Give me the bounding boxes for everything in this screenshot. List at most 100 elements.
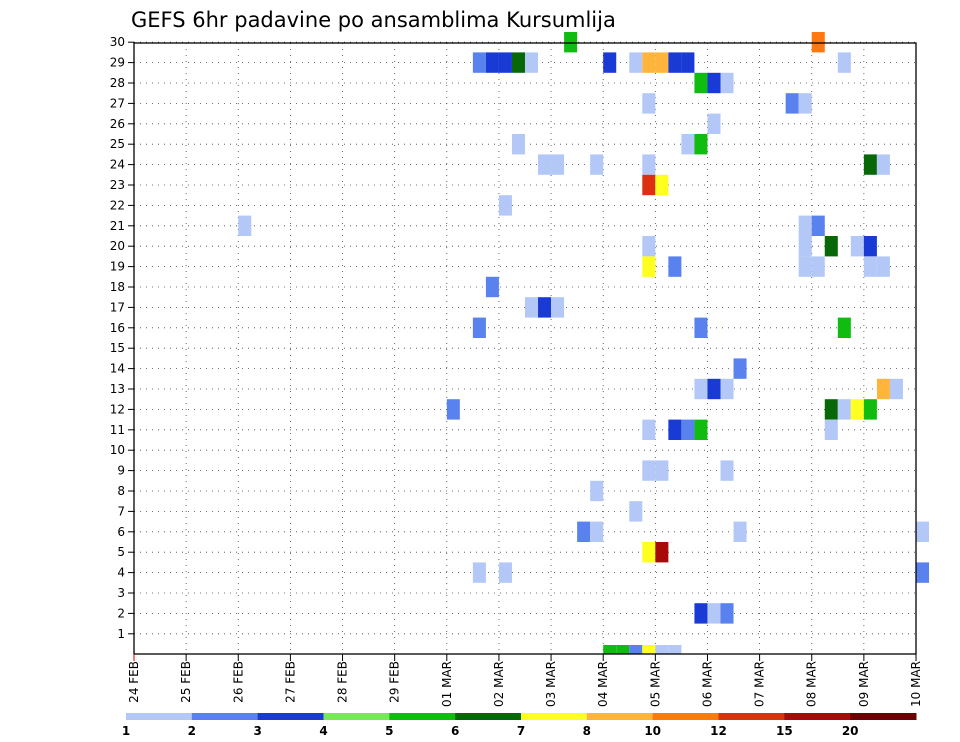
x-tick-label: 29 FEB [388, 661, 402, 703]
heatmap-cell [498, 562, 512, 583]
strip-cell [616, 645, 630, 654]
heatmap-cell [238, 215, 252, 236]
heatmap-cell [876, 154, 890, 175]
heatmap-cell [694, 378, 708, 400]
heatmap-cell [863, 399, 877, 420]
heatmap-cell [642, 419, 656, 440]
heatmap-cell [551, 297, 565, 318]
colorbar-label: 8 [583, 724, 591, 738]
heatmap-cell [642, 460, 656, 481]
heatmap-cell [824, 419, 838, 440]
heatmap-cell [642, 256, 656, 277]
colorbar-label: 7 [517, 724, 525, 738]
heatmap-cell [655, 460, 669, 481]
heatmap-cell [876, 378, 890, 400]
colorbar: 1 2 3 4 5 6 7 8 10 12 15 20 [122, 713, 917, 738]
heatmap-cell [681, 134, 695, 155]
heatmap-cell [837, 399, 851, 420]
heatmap-cell [498, 195, 512, 216]
heatmap-cell [863, 256, 877, 277]
y-tick-label: 25 [110, 137, 125, 151]
y-tick-label: 27 [110, 96, 125, 110]
strip-cell [655, 645, 669, 654]
heatmap-cell [629, 52, 643, 73]
x-tick-label: 07 MAR [753, 661, 767, 707]
heatmap-cell [916, 521, 930, 542]
y-tick-label: 28 [110, 76, 125, 90]
heatmap-cell [538, 297, 552, 318]
heatmap-cell [511, 52, 525, 73]
y-tick-label: 12 [110, 402, 125, 416]
y-tick-label: 18 [110, 280, 125, 294]
heatmap-cell [733, 358, 747, 379]
heatmap-cell [446, 399, 460, 420]
y-tick-label: 9 [117, 464, 125, 478]
heatmap-cell [577, 521, 591, 542]
colorbar-segment [126, 713, 193, 720]
heatmap-cell [863, 154, 877, 175]
strip-cell [668, 645, 682, 654]
heatmap-cell [707, 113, 721, 134]
colorbar-segment [455, 713, 522, 720]
heatmap-cell [472, 562, 486, 583]
colorbar-label: 15 [776, 724, 793, 738]
x-tick-label: 09 MAR [857, 661, 871, 707]
y-tick-label: 14 [110, 362, 125, 376]
chart-title: GEFS 6hr padavine po ansamblima Kursumli… [131, 8, 616, 32]
x-tick-label: 04 MAR [596, 661, 610, 707]
heatmap-cell [642, 236, 656, 257]
heatmap-cell [707, 378, 721, 400]
heatmap-cell [538, 154, 552, 175]
x-tick-label: 28 FEB [336, 661, 350, 703]
heatmap-cell [733, 521, 747, 542]
heatmap-cell [590, 521, 604, 542]
heatmap-cell [811, 32, 825, 53]
y-tick-label: 8 [117, 484, 125, 498]
heatmap-cell [681, 419, 695, 440]
y-tick-label: 3 [117, 586, 125, 600]
heatmap-cell [811, 256, 825, 277]
x-tick-label: 08 MAR [805, 661, 819, 707]
heatmap-cell [850, 236, 864, 257]
colorbar-label: 20 [842, 724, 859, 738]
y-axis: 1234567891011121314151617181920212223242… [110, 35, 134, 641]
heatmap-cell [837, 317, 851, 338]
heatmap-cell [564, 32, 578, 53]
x-tick-label: 06 MAR [700, 661, 714, 707]
heatmap-cells [238, 32, 930, 624]
heatmap-cell [642, 154, 656, 175]
x-tick-label: 26 FEB [231, 661, 245, 703]
heatmap-cell [485, 276, 499, 298]
strip-cell [642, 645, 656, 654]
heatmap-cell [850, 399, 864, 420]
gridlines [133, 41, 917, 654]
x-tick-label: 10 MAR [909, 661, 923, 707]
y-tick-label: 17 [110, 300, 125, 314]
heatmap-cell [798, 256, 812, 277]
heatmap-cell [720, 378, 734, 400]
x-tick-label: 27 FEB [283, 661, 297, 703]
x-tick-label: 24 FEB [127, 661, 141, 703]
heatmap-cell [694, 72, 708, 94]
colorbar-segment [718, 713, 785, 720]
x-tick-label: 03 MAR [544, 661, 558, 707]
strip-cell [629, 645, 643, 654]
heatmap-cell [720, 460, 734, 481]
heatmap-cell [551, 154, 565, 175]
heatmap-cell [916, 562, 930, 583]
x-axis: 24 FEB 25 FEB 26 FEB 27 FEB 28 FEB 29 FEB 01 M… [127, 654, 923, 707]
heatmap-cell [472, 52, 486, 73]
heatmap-cell [642, 52, 656, 73]
heatmap-cell [707, 72, 721, 94]
y-tick-label: 10 [110, 443, 125, 457]
heatmap-cell [642, 93, 656, 114]
heatmap-cell [668, 52, 682, 73]
heatmap-cell [837, 52, 851, 73]
y-tick-label: 4 [117, 566, 125, 580]
y-tick-label: 30 [110, 35, 125, 49]
y-tick-label: 13 [110, 382, 125, 396]
heatmap-cell [642, 174, 656, 196]
colorbar-label: 12 [710, 724, 727, 738]
bottom-strip [603, 645, 682, 654]
